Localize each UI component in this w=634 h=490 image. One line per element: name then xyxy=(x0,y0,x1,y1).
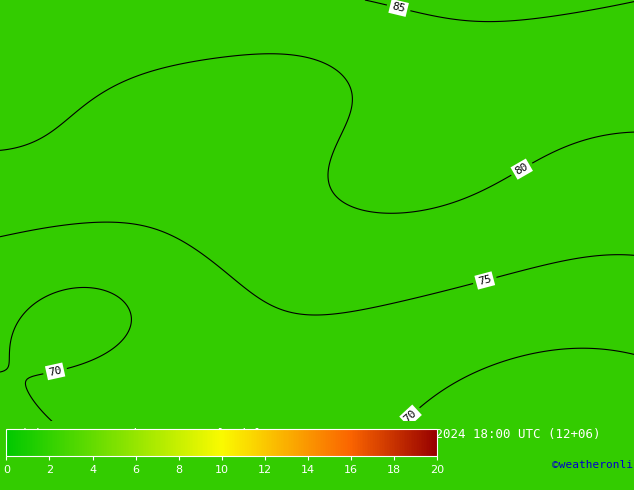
Text: ©weatheronline.co.uk: ©weatheronline.co.uk xyxy=(552,461,634,470)
Text: Height/Temp. 925 hPa mean+σ [gpdm] ECMWF: Height/Temp. 925 hPa mean+σ [gpdm] ECMWF xyxy=(6,428,306,441)
Text: 80: 80 xyxy=(514,161,530,177)
Text: We 19-06-2024 18:00 UTC (12+06): We 19-06-2024 18:00 UTC (12+06) xyxy=(368,428,600,441)
Text: 75: 75 xyxy=(477,274,493,287)
Text: 85: 85 xyxy=(391,1,406,14)
Text: 70: 70 xyxy=(402,408,419,424)
Text: 70: 70 xyxy=(48,365,63,378)
